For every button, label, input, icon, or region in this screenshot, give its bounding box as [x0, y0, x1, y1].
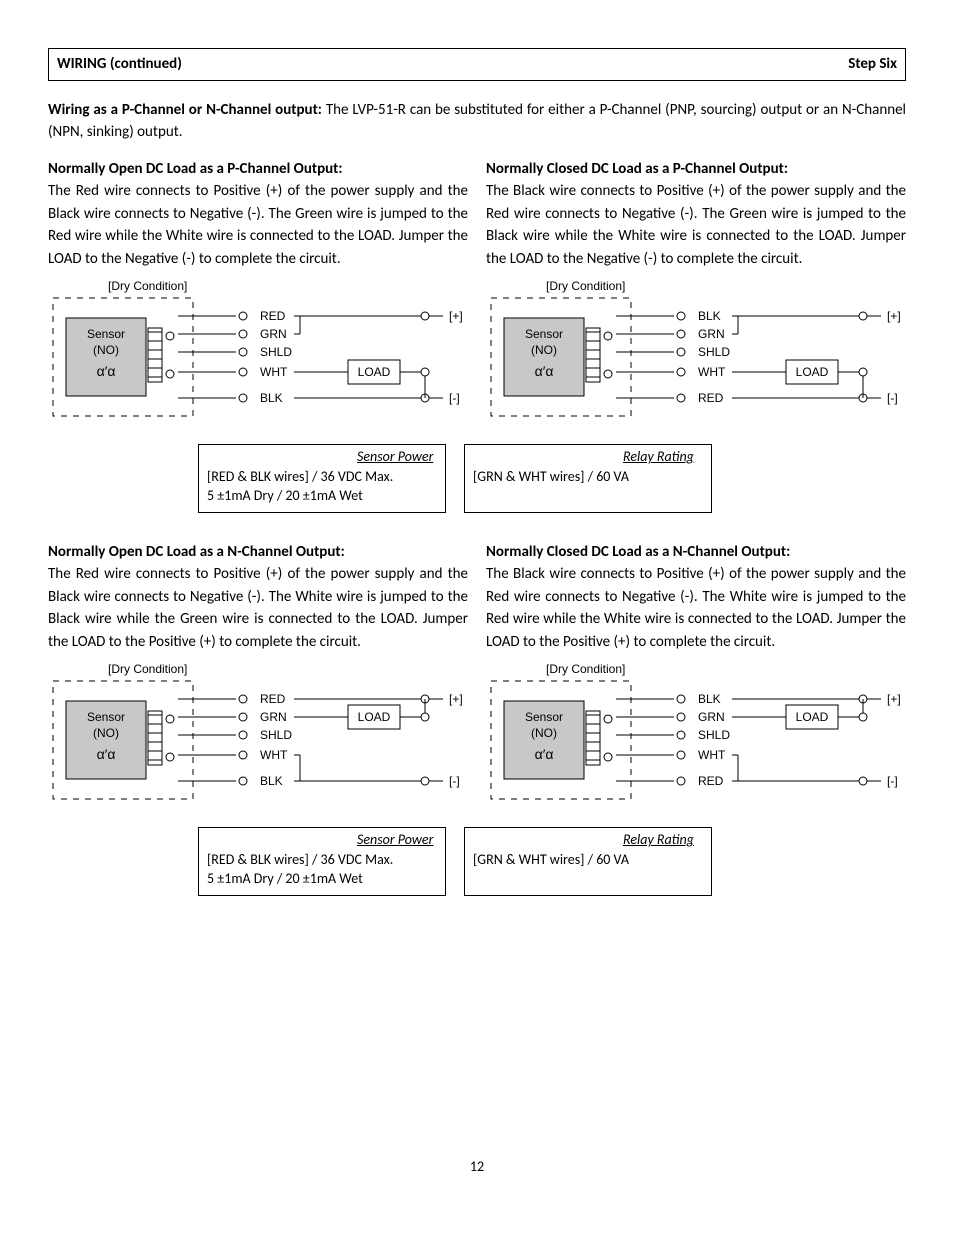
- p-channel-text-row: Normally Open DC Load as a P-Channel Out…: [48, 158, 906, 271]
- header-left: WIRING (continued): [57, 53, 182, 76]
- svg-text:RED: RED: [698, 391, 724, 405]
- svg-text:[-]: [-]: [449, 391, 460, 405]
- n-nc-title: Normally Closed DC Load as a N-Channel O…: [486, 543, 790, 561]
- svg-text:GRN: GRN: [260, 327, 287, 341]
- svg-text:[+]: [+]: [449, 309, 463, 323]
- p-nc-body: The Black wire connects to Positive (+) …: [486, 182, 906, 268]
- n-nc-col: Normally Closed DC Load as a N-Channel O…: [486, 541, 906, 654]
- n-channel-diagram-row: [Dry Condition] Sensor (NO) α′α RED GRN SHLD WH…: [48, 659, 906, 819]
- header-right: Step Six: [848, 53, 897, 76]
- relay-rating-title-1: Relay Rating: [623, 448, 694, 465]
- sensor-power-title-1: Sensor Power: [357, 448, 433, 465]
- n-channel-info-row: Sensor Power [RED & BLK wires] / 36 VDC …: [48, 827, 906, 896]
- svg-text:[+]: [+]: [887, 692, 901, 706]
- svg-text:[-]: [-]: [449, 774, 460, 788]
- svg-text:BLK: BLK: [260, 391, 283, 405]
- svg-text:LOAD: LOAD: [796, 365, 829, 379]
- svg-text:LOAD: LOAD: [358, 365, 391, 379]
- sensor-power-line2-2: 5 ±1mA Dry / 20 ±1mA Wet: [207, 870, 363, 887]
- svg-text:α′α: α′α: [535, 746, 554, 762]
- n-no-col: Normally Open DC Load as a N-Channel Out…: [48, 541, 468, 654]
- svg-text:[-]: [-]: [887, 391, 898, 405]
- svg-text:[Dry Condition]: [Dry Condition]: [546, 662, 625, 676]
- svg-text:(NO): (NO): [531, 726, 557, 740]
- sensor-power-box-2: Sensor Power [RED & BLK wires] / 36 VDC …: [198, 827, 446, 896]
- svg-text:GRN: GRN: [698, 710, 725, 724]
- svg-text:Sensor: Sensor: [87, 327, 125, 341]
- p-no-body: The Red wire connects to Positive (+) of…: [48, 182, 468, 268]
- svg-text:RED: RED: [698, 774, 724, 788]
- svg-text:LOAD: LOAD: [358, 710, 391, 724]
- svg-text:GRN: GRN: [698, 327, 725, 341]
- svg-text:RED: RED: [260, 309, 286, 323]
- relay-rating-line1-1: [GRN & WHT wires] / 60 VA: [473, 468, 629, 485]
- p-channel-info-row: Sensor Power [RED & BLK wires] / 36 VDC …: [48, 444, 906, 513]
- sensor-power-line2-1: 5 ±1mA Dry / 20 ±1mA Wet: [207, 487, 363, 504]
- svg-text:[Dry Condition]: [Dry Condition]: [108, 279, 187, 293]
- relay-rating-title-2: Relay Rating: [623, 831, 694, 848]
- diagram-n-no: [Dry Condition] Sensor (NO) α′α RED GRN SHLD WH…: [48, 659, 468, 819]
- sensor-power-line1-1: [RED & BLK wires] / 36 VDC Max.: [207, 468, 393, 485]
- svg-text:WHT: WHT: [698, 365, 726, 379]
- svg-text:[Dry Condition]: [Dry Condition]: [546, 279, 625, 293]
- svg-text:BLK: BLK: [698, 692, 721, 706]
- svg-text:[Dry Condition]: [Dry Condition]: [108, 662, 187, 676]
- svg-text:[+]: [+]: [449, 692, 463, 706]
- p-nc-title: Normally Closed DC Load as a P-Channel O…: [486, 160, 788, 178]
- svg-text:Sensor: Sensor: [525, 710, 563, 724]
- svg-text:SHLD: SHLD: [260, 728, 292, 742]
- svg-text:WHT: WHT: [260, 748, 288, 762]
- svg-text:BLK: BLK: [698, 309, 721, 323]
- svg-text:(NO): (NO): [93, 726, 119, 740]
- svg-text:BLK: BLK: [260, 774, 283, 788]
- svg-text:α′α: α′α: [97, 746, 116, 762]
- diagram-n-nc: [Dry Condition] Sensor (NO) α′α BLK GRN SHLD WH…: [486, 659, 906, 819]
- relay-rating-line1-2: [GRN & WHT wires] / 60 VA: [473, 851, 629, 868]
- n-no-body: The Red wire connects to Positive (+) of…: [48, 565, 468, 651]
- header-box: WIRING (continued) Step Six: [48, 48, 906, 81]
- svg-text:SHLD: SHLD: [260, 345, 292, 359]
- intro-paragraph: Wiring as a P-Channel or N-Channel outpu…: [48, 99, 906, 144]
- relay-rating-box-2: Relay Rating [GRN & WHT wires] / 60 VA: [464, 827, 712, 896]
- diagram-p-nc: [Dry Condition] Sensor (NO) α′α BLK GRN SHLD WH…: [486, 276, 906, 436]
- svg-text:(NO): (NO): [93, 343, 119, 357]
- p-channel-diagram-row: [Dry Condition] Sensor (NO) α′α RED GRN SHLD WH…: [48, 276, 906, 436]
- p-no-title: Normally Open DC Load as a P-Channel Out…: [48, 160, 343, 178]
- n-no-title: Normally Open DC Load as a N-Channel Out…: [48, 543, 345, 561]
- svg-text:α′α: α′α: [97, 363, 116, 379]
- svg-text:[+]: [+]: [887, 309, 901, 323]
- svg-text:Sensor: Sensor: [87, 710, 125, 724]
- svg-text:SHLD: SHLD: [698, 345, 730, 359]
- n-channel-text-row: Normally Open DC Load as a N-Channel Out…: [48, 541, 906, 654]
- svg-text:(NO): (NO): [531, 343, 557, 357]
- intro-lead: Wiring as a P-Channel or N-Channel outpu…: [48, 101, 322, 119]
- n-nc-body: The Black wire connects to Positive (+) …: [486, 565, 906, 651]
- sensor-power-title-2: Sensor Power: [357, 831, 433, 848]
- svg-text:LOAD: LOAD: [796, 710, 829, 724]
- p-no-col: Normally Open DC Load as a P-Channel Out…: [48, 158, 468, 271]
- svg-text:WHT: WHT: [698, 748, 726, 762]
- svg-text:α′α: α′α: [535, 363, 554, 379]
- svg-text:[-]: [-]: [887, 774, 898, 788]
- svg-text:WHT: WHT: [260, 365, 288, 379]
- sensor-power-box-1: Sensor Power [RED & BLK wires] / 36 VDC …: [198, 444, 446, 513]
- relay-rating-box-1: Relay Rating [GRN & WHT wires] / 60 VA: [464, 444, 712, 513]
- svg-text:RED: RED: [260, 692, 286, 706]
- diagram-p-no: [Dry Condition] Sensor (NO) α′α RED GRN SHLD WH…: [48, 276, 468, 436]
- p-nc-col: Normally Closed DC Load as a P-Channel O…: [486, 158, 906, 271]
- svg-text:GRN: GRN: [260, 710, 287, 724]
- svg-text:Sensor: Sensor: [525, 327, 563, 341]
- svg-text:SHLD: SHLD: [698, 728, 730, 742]
- page-number: 12: [48, 1156, 906, 1177]
- sensor-power-line1-2: [RED & BLK wires] / 36 VDC Max.: [207, 851, 393, 868]
